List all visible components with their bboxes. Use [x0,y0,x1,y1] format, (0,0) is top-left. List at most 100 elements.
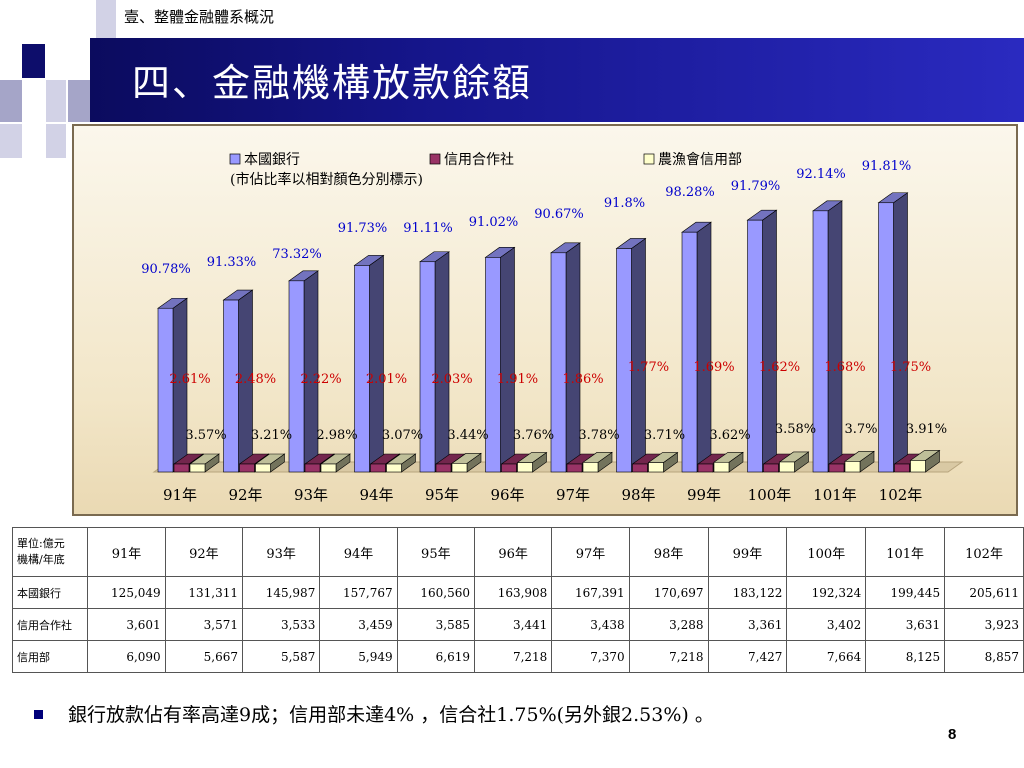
table-cell: 3,585 [396,608,475,641]
table-cell: 3,402 [786,608,867,641]
data-label: 91.79% [731,179,781,194]
bar-coop [632,463,648,473]
table-cell: 3,288 [628,608,709,641]
x-tick-label: 93年 [294,486,328,504]
table-cell: 163,908 [473,576,553,609]
table-cell: 5,949 [319,640,398,673]
table-cell: 3,923 [944,608,1024,641]
data-label: 3.44% [447,428,488,443]
table-axis-label: 機構/年底 [17,553,65,566]
legend-swatch [429,153,441,165]
summary-note: 銀行放款佔有率高達9成；信用部未達4% ，信合社1.75%(另外銀2.53%) … [68,704,714,726]
data-label: 3.91% [906,422,947,437]
bar-bank [354,265,370,473]
table-header-year: 96年 [473,527,553,577]
data-label: 2.22% [300,372,341,387]
data-label: 91.8% [604,196,645,211]
data-label: 90.67% [534,207,584,222]
bar-bank [485,257,501,473]
table-cell: 3,601 [87,608,166,641]
table-header-year: 102年 [944,527,1024,577]
table-cell: 3,361 [707,608,788,641]
data-label: 2.01% [366,372,407,387]
bullet-square [34,710,43,719]
legend-note: (市佔比率以相對顏色分別標示) [230,171,423,188]
table-header-year: 93年 [241,527,321,577]
data-label: 98.28% [665,185,715,200]
data-label: 1.91% [497,372,538,387]
bar-farm [320,463,337,473]
x-tick-label: 91年 [163,486,197,504]
table-cell: 199,445 [865,576,946,609]
title-band [90,38,1024,122]
deco-square [46,80,66,122]
bar-bank [550,252,567,473]
table-cell: 125,049 [87,576,166,609]
data-label: 3.21% [251,428,292,443]
table-cell: 205,611 [944,576,1024,609]
table-cell: 145,987 [241,576,321,609]
table-cell: 192,324 [786,576,867,609]
bar-farm [648,462,664,473]
table-header-year: 97年 [551,527,630,577]
bar-bank [223,299,239,473]
data-label: 1.75% [890,360,931,375]
bar-coop [370,463,386,473]
table-header-year: 98年 [628,527,709,577]
section-label: 壹、整體金融體系概況 [124,8,275,26]
bar-farm [582,462,599,473]
table-corner: 單位:億元 機構/年底 [11,527,89,577]
data-label: 3.76% [513,428,554,443]
x-tick-label: 101年 [813,486,857,504]
x-tick-label: 96年 [490,486,524,504]
data-label: 91.11% [403,221,453,236]
data-label: 2.48% [235,372,276,387]
table-cell: 6,619 [396,640,475,673]
bar-coop [173,463,190,473]
bar-coop [763,463,779,473]
x-tick-label: 94年 [359,486,393,504]
x-tick-label: 99年 [687,486,721,504]
data-label: 3.71% [644,428,685,443]
bar-chart: 91年 92年 93年 94年 95年 96年 97年 98年 99年 100年 101年 102年 9… [72,124,1018,516]
data-label: 3.07% [382,428,423,443]
table-unit-label: 單位:億元 [17,537,65,550]
table-cell: 3,631 [865,608,946,641]
data-label: 1.62% [759,360,800,375]
table-cell: 183,122 [707,576,788,609]
bar-coop [435,463,452,473]
data-label: 1.68% [824,360,865,375]
deco-square [96,0,116,38]
data-label: 92.14% [796,167,846,182]
slide-title: 四、金融機構放款餘額 [132,61,533,105]
table-cell: 167,391 [551,576,630,609]
bar-bank [616,248,632,473]
x-tick-label: 97年 [556,486,590,504]
table-header-year: 100年 [786,527,867,577]
table-row: 信用合作社 3,601 3,571 3,533 3,459 3,585 3,441 3,438… [11,608,1024,641]
table-row-label: 信用合作社 [11,608,89,641]
data-table: 單位:億元 機構/年底 91年 92年 93年 94年 95年 96年 97年 98年 99年 1… [11,527,1024,673]
bar-farm [189,463,206,473]
bar-farm [779,461,795,473]
bar-bank [419,261,436,473]
table-cell: 131,311 [164,576,244,609]
table-cell: 3,441 [473,608,553,641]
table-header-year: 99年 [707,527,788,577]
table-cell: 7,370 [551,640,630,673]
deco-square [0,80,22,122]
table-header-year: 101年 [865,527,946,577]
data-label: 3.58% [775,422,816,437]
bar-farm [910,460,926,473]
bar-bank [288,280,305,473]
bar-bank [157,307,174,473]
table-cell: 7,218 [628,640,709,673]
page-number: 8 [948,726,957,743]
legend-swatch [643,153,655,165]
data-label: 91.02% [469,215,519,230]
legend-label: 農漁會信用部 [658,152,742,168]
table-cell: 5,667 [164,640,244,673]
bar-farm [713,461,730,473]
deco-square [68,80,90,122]
bar-farm [255,463,271,473]
